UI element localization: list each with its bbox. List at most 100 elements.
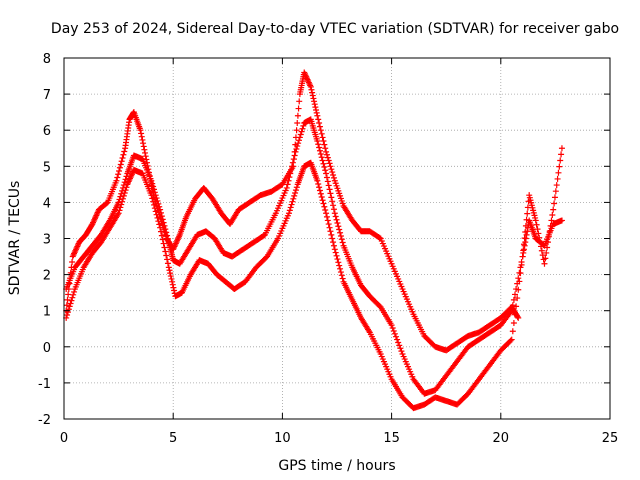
- data-point-2: [150, 198, 157, 205]
- data-point-0: [63, 302, 70, 309]
- data-point-1: [511, 291, 518, 298]
- data-point-1: [293, 145, 300, 152]
- data-point-1: [298, 128, 305, 135]
- data-point-2: [161, 244, 168, 251]
- data-point-0: [69, 258, 76, 265]
- data-point-0: [117, 161, 124, 168]
- data-point-2: [513, 303, 520, 310]
- data-point-0: [330, 174, 337, 181]
- data-point-1: [149, 180, 156, 187]
- data-point-2: [67, 300, 74, 307]
- data-point-2: [338, 272, 345, 279]
- data-point-1: [328, 194, 335, 201]
- data-point-0: [293, 127, 300, 134]
- data-point-2: [292, 190, 299, 197]
- data-point-1: [288, 166, 295, 173]
- data-point-2: [169, 278, 176, 285]
- data-point-2: [543, 249, 550, 256]
- x-tick-label: 25: [602, 431, 619, 446]
- data-point-2: [171, 287, 178, 294]
- data-point-0: [318, 130, 325, 137]
- data-point-1: [157, 209, 164, 216]
- data-point-2: [533, 221, 540, 228]
- data-point-2: [64, 312, 71, 319]
- data-point-1: [508, 307, 515, 314]
- data-point-2: [286, 207, 293, 214]
- data-point-0: [65, 291, 72, 298]
- data-point-1: [523, 231, 530, 238]
- data-point-0: [142, 149, 149, 156]
- data-point-1: [158, 213, 165, 220]
- data-point-2: [167, 273, 174, 280]
- data-point-1: [331, 210, 338, 217]
- data-point-1: [155, 200, 162, 207]
- data-point-0: [309, 89, 316, 96]
- data-point-2: [545, 233, 552, 240]
- data-point-0: [315, 116, 322, 123]
- y-axis-ticks: -2 -1 0 1 2 3 4 5 6 7 8: [38, 52, 610, 428]
- data-point-2: [336, 262, 343, 269]
- data-point-2: [315, 180, 322, 187]
- data-point-2: [523, 216, 530, 223]
- data-point-2: [156, 221, 163, 228]
- data-point-1: [338, 236, 345, 243]
- y-tick-label: 5: [43, 160, 51, 175]
- data-point-0: [320, 138, 327, 145]
- data-point-0: [328, 166, 335, 173]
- data-point-2: [334, 256, 341, 263]
- data-point-0: [308, 86, 315, 93]
- data-point-0: [296, 98, 303, 105]
- data-point-1: [159, 216, 166, 223]
- data-point-1: [337, 229, 344, 236]
- data-point-0: [115, 171, 122, 178]
- data-point-2: [517, 270, 524, 277]
- data-point-1: [285, 177, 292, 184]
- data-point-0: [312, 104, 319, 111]
- data-point-2: [339, 275, 346, 282]
- data-point-2: [333, 252, 340, 259]
- data-point-0: [321, 141, 328, 148]
- data-point-2: [316, 184, 323, 191]
- data-point-2: [534, 226, 541, 233]
- data-point-2: [118, 201, 125, 208]
- data-point-2: [331, 246, 338, 253]
- data-point-2: [116, 207, 123, 214]
- data-point-0: [116, 167, 123, 174]
- data-point-2: [164, 256, 171, 263]
- data-point-0: [119, 154, 126, 161]
- data-point-1: [289, 163, 296, 170]
- data-point-1: [509, 302, 516, 309]
- data-point-2: [289, 198, 296, 205]
- data-point-2: [292, 187, 299, 194]
- data-point-2: [544, 239, 551, 246]
- data-point-1: [297, 131, 304, 138]
- data-point-0: [327, 163, 334, 170]
- data-point-2: [516, 278, 523, 285]
- data-point-1: [284, 181, 291, 188]
- data-point-1: [329, 198, 336, 205]
- data-point-0: [376, 234, 383, 241]
- data-point-1: [336, 226, 343, 233]
- data-point-1: [392, 333, 399, 340]
- data-point-1: [150, 183, 157, 190]
- data-point-2: [122, 187, 129, 194]
- data-point-2: [150, 201, 157, 208]
- data-point-2: [169, 281, 176, 288]
- y-tick-label: -2: [38, 413, 51, 428]
- data-point-1: [398, 348, 405, 355]
- data-point-0: [515, 314, 522, 321]
- data-point-2: [536, 234, 543, 241]
- data-point-2: [328, 231, 335, 238]
- data-point-1: [154, 197, 161, 204]
- data-point-2: [325, 221, 332, 228]
- data-point-1: [324, 178, 331, 185]
- data-point-0: [114, 174, 121, 181]
- data-point-1: [323, 174, 330, 181]
- y-tick-label: 1: [43, 305, 51, 320]
- data-point-2: [549, 212, 556, 219]
- data-point-2: [509, 328, 516, 335]
- data-point-0: [294, 112, 301, 119]
- data-point-0: [311, 101, 318, 108]
- y-tick-label: -1: [38, 377, 51, 392]
- data-point-2: [70, 291, 77, 298]
